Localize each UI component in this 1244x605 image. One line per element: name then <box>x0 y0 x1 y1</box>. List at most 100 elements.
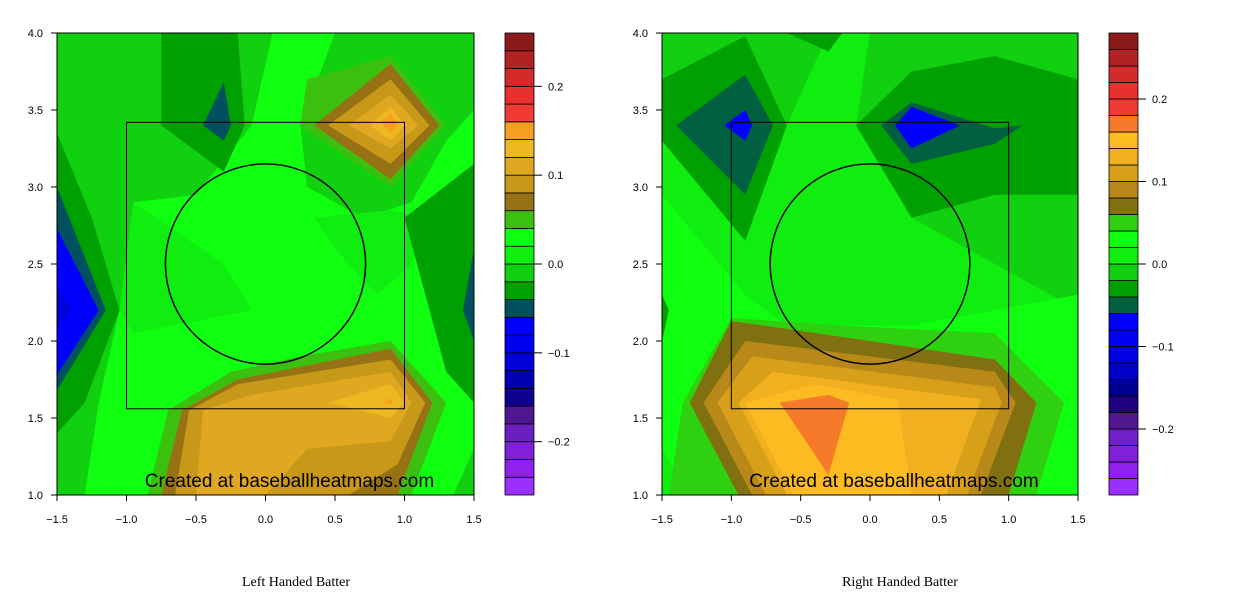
colorbar-swatch <box>1108 32 1139 50</box>
y-tick-label: 1.0 <box>633 490 648 502</box>
colorbar-swatch <box>504 192 535 212</box>
colorbar-swatch <box>1108 98 1139 116</box>
colorbar-swatch <box>1108 197 1139 215</box>
colorbar-swatch <box>504 85 535 105</box>
y-tick-label: 3.0 <box>28 182 43 194</box>
colorbar-swatch <box>1108 478 1139 496</box>
contour-region <box>779 394 850 475</box>
colorbar-swatch <box>504 174 535 194</box>
x-tick-label: −1.5 <box>651 514 673 526</box>
colorbar-swatch <box>1108 379 1139 397</box>
colorbar-swatch <box>504 245 535 265</box>
strike-zone-box <box>126 121 405 410</box>
x-tick-label: −1.5 <box>46 514 68 526</box>
contour-region <box>57 228 99 375</box>
x-tick-label: −1.0 <box>720 514 742 526</box>
y-tick-label: 2.0 <box>633 336 648 348</box>
x-tick-label: −0.5 <box>790 514 812 526</box>
y-tick-label: 4.0 <box>633 28 648 40</box>
contour-region <box>203 82 231 141</box>
contour-region <box>380 113 398 134</box>
colorbar-swatch <box>504 316 535 336</box>
colorbar: 0.2 0.1 0.0 −0.1 −0.2 <box>1108 32 1174 496</box>
colorbar-swatch <box>1108 329 1139 347</box>
colorbar-swatch <box>504 387 535 407</box>
contour-region <box>328 384 405 418</box>
colorbar-swatch <box>504 299 535 318</box>
colorbar-swatch <box>504 476 535 496</box>
colorbar-swatch <box>504 68 535 87</box>
colorbar-swatch <box>504 32 535 52</box>
x-tick-label: 1.5 <box>1070 514 1085 526</box>
colorbar-swatch <box>504 50 535 69</box>
y-tick-label: 3.0 <box>633 182 648 194</box>
colorbar-swatch <box>1108 214 1139 232</box>
colorbar-swatch <box>1108 346 1139 364</box>
colorbar-tick-label: −0.2 <box>1152 424 1174 436</box>
center-circle <box>164 163 367 365</box>
colorbar-swatch <box>1108 362 1139 380</box>
colorbar-swatch <box>1108 49 1139 67</box>
colorbar-tick-label: 0.0 <box>548 259 563 271</box>
x-tick-label: 0.0 <box>862 514 877 526</box>
colorbar-swatch <box>504 228 535 247</box>
colorbar-swatch <box>504 210 535 229</box>
contour-region <box>724 110 753 141</box>
colorbar-swatch <box>504 370 535 389</box>
colorbar-swatch <box>1108 395 1139 413</box>
y-tick-label: 1.5 <box>28 413 43 425</box>
colorbar-swatch <box>504 459 535 478</box>
colorbar-tick-label: −0.2 <box>548 437 570 449</box>
colorbar-swatch <box>504 405 535 425</box>
colorbar-tick-label: 0.2 <box>1152 94 1167 106</box>
colorbar-swatch <box>504 281 535 300</box>
contour-region <box>383 398 394 406</box>
colorbar-swatch <box>1108 131 1139 149</box>
colorbar-swatch <box>1108 148 1139 166</box>
x-tick-label: 0.5 <box>932 514 947 526</box>
contour-region <box>404 163 474 403</box>
contour-region <box>675 74 773 195</box>
left-batter-heatmap: Created at baseballheatmaps.com −1.5 −1.0 −… <box>28 28 570 590</box>
contour-region <box>119 202 252 334</box>
watermark-text: Created at baseballheatmaps.com <box>145 471 434 492</box>
colorbar-swatch <box>1108 115 1139 133</box>
colorbar-swatch <box>1108 65 1139 83</box>
contour-region <box>462 248 474 341</box>
center-circle <box>769 163 971 365</box>
contour-fill-group <box>57 33 474 495</box>
contour-region <box>895 106 961 149</box>
x-tick-label: 1.0 <box>1001 514 1016 526</box>
watermark-text: Created at baseballheatmaps.com <box>749 471 1038 492</box>
y-tick-label: 2.5 <box>633 259 648 271</box>
contour-region <box>662 294 669 341</box>
x-tick-label: 0.5 <box>327 514 342 526</box>
chart-title: Left Handed Batter <box>242 575 350 590</box>
colorbar-swatch <box>1108 445 1139 463</box>
colorbar-swatch <box>504 441 535 460</box>
x-tick-label: 1.5 <box>466 514 481 526</box>
colorbar-tick-label: 0.0 <box>1152 259 1167 271</box>
y-tick-label: 4.0 <box>28 28 43 40</box>
colorbar-swatch <box>1108 461 1139 479</box>
y-tick-label: 1.5 <box>633 413 648 425</box>
colorbar-swatch <box>1108 247 1139 265</box>
colorbar-swatch <box>1108 230 1139 248</box>
colorbar-swatch <box>1108 280 1139 298</box>
colorbar-swatch <box>504 263 535 283</box>
colorbar-swatch <box>504 334 535 354</box>
colorbar-swatch <box>504 423 535 443</box>
colorbar-swatch <box>1108 181 1139 199</box>
colorbar-tick-label: −0.1 <box>1152 342 1174 354</box>
colorbar-swatch <box>504 156 535 176</box>
colorbar: 0.2 0.1 0.0 −0.1 −0.2 <box>504 32 570 496</box>
x-tick-label: 1.0 <box>397 514 412 526</box>
y-tick-label: 3.5 <box>633 105 648 117</box>
x-tick-label: −1.0 <box>116 514 138 526</box>
colorbar-tick-label: 0.2 <box>548 81 563 93</box>
y-tick-label: 3.5 <box>28 105 43 117</box>
colorbar-swatch <box>1108 82 1139 100</box>
colorbar-swatch <box>1108 428 1139 446</box>
colorbar-tick-label: 0.1 <box>1152 177 1167 189</box>
